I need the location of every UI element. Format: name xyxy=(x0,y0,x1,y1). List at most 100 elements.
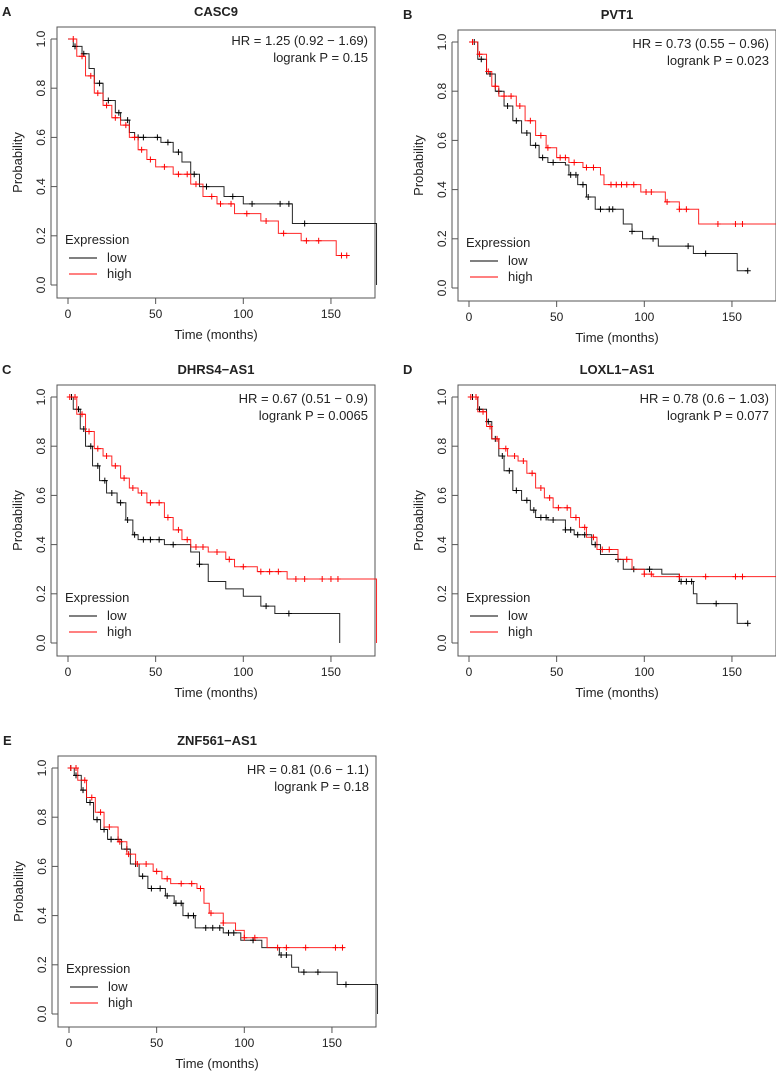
censor-mark-low xyxy=(513,117,520,124)
censor-mark-high xyxy=(739,573,746,580)
censor-mark-low xyxy=(301,220,308,227)
censor-mark-high xyxy=(94,445,101,452)
censor-mark-high xyxy=(138,146,145,153)
km-curve-low xyxy=(69,767,379,1014)
censor-mark-high xyxy=(79,411,86,418)
censor-mark-low xyxy=(190,912,197,919)
y-tick-label: 0.8 xyxy=(435,438,449,455)
censor-mark-low xyxy=(124,117,131,124)
censor-mark-high xyxy=(557,154,564,161)
x-tick-label: 0 xyxy=(466,310,473,324)
logrank-p: logrank P = 0.023 xyxy=(667,53,769,68)
censor-mark-low xyxy=(175,149,182,156)
censor-mark-high xyxy=(714,221,721,228)
x-axis-label: Time (months) xyxy=(575,330,658,345)
censor-mark-high xyxy=(116,838,123,845)
censor-mark-high xyxy=(537,132,544,139)
censor-mark-low xyxy=(744,620,751,627)
censor-mark-high xyxy=(683,206,690,213)
censor-mark-low xyxy=(539,154,546,161)
y-tick-label: 0.4 xyxy=(34,536,48,553)
censor-mark-high xyxy=(473,394,480,400)
censor-mark-low xyxy=(543,514,550,521)
censor-mark-low xyxy=(744,267,751,274)
y-axis-label: Probability xyxy=(411,490,426,551)
legend-item-low: low xyxy=(108,979,128,994)
y-tick-label: 0.0 xyxy=(435,634,449,651)
censor-mark-high xyxy=(544,144,551,151)
censor-mark-low xyxy=(713,600,720,607)
censor-mark-low xyxy=(87,443,94,450)
censor-mark-low xyxy=(683,578,690,585)
censor-mark-low xyxy=(609,206,616,213)
censor-mark-low xyxy=(96,80,103,87)
censor-mark-low xyxy=(597,206,604,213)
x-tick-label: 50 xyxy=(550,665,564,679)
censor-mark-low xyxy=(567,171,574,178)
y-tick-label: 0.2 xyxy=(435,585,449,602)
plot-frame xyxy=(457,384,776,657)
censor-mark-high xyxy=(283,944,290,951)
censor-mark-low xyxy=(579,181,586,188)
censor-mark-low xyxy=(140,134,147,141)
censor-mark-high xyxy=(648,571,655,578)
logrank-p: logrank P = 0.15 xyxy=(273,50,368,65)
panel-letter: D xyxy=(403,362,412,377)
censor-mark-high xyxy=(192,544,199,551)
x-tick-label: 50 xyxy=(149,665,163,679)
censor-mark-high xyxy=(121,475,128,482)
censor-mark-low xyxy=(147,536,154,543)
censor-mark-high xyxy=(301,576,308,583)
censor-mark-high xyxy=(153,868,160,875)
legend-item-high: high xyxy=(107,624,132,639)
panel-e: E ZNF561−AS1 0.0 0.2 0.4 0.6 0.8 1.0 Probability… xyxy=(3,733,379,1071)
censor-mark-low xyxy=(646,566,653,573)
censor-mark-high xyxy=(214,548,221,555)
y-axis-label: Probability xyxy=(11,861,26,922)
censor-mark-low xyxy=(115,109,122,116)
censor-mark-high xyxy=(590,534,597,541)
censor-mark-high xyxy=(129,485,136,492)
legend-item-low: low xyxy=(508,253,528,268)
x-tick-label: 150 xyxy=(321,665,341,679)
y-tick-label: 0.4 xyxy=(35,907,49,924)
y-tick-label: 0.6 xyxy=(435,132,449,149)
y-tick-label: 1.0 xyxy=(34,30,48,47)
censor-mark-high xyxy=(607,181,614,188)
panel-letter: C xyxy=(2,362,12,377)
chart-title: LOXL1−AS1 xyxy=(580,362,655,377)
censor-mark-low xyxy=(139,873,146,880)
censor-mark-high xyxy=(606,546,613,553)
censor-mark-high xyxy=(676,206,683,213)
censor-mark-high xyxy=(599,546,606,553)
censor-mark-low xyxy=(117,499,124,506)
censor-mark-high xyxy=(197,885,204,892)
censor-mark-low xyxy=(157,885,164,892)
censor-mark-high xyxy=(87,72,94,79)
x-tick-label: 0 xyxy=(65,665,72,679)
censor-mark-high xyxy=(613,181,620,188)
censor-mark-low xyxy=(278,951,285,958)
plot-frame xyxy=(56,26,376,299)
censor-mark-low xyxy=(172,900,179,907)
censor-mark-low xyxy=(585,193,592,200)
censor-mark-high xyxy=(516,102,523,109)
censor-mark-high xyxy=(240,563,247,570)
censor-mark-high xyxy=(138,489,145,496)
chart-title: CASC9 xyxy=(194,4,238,19)
censor-mark-low xyxy=(685,243,692,250)
panel-letter: E xyxy=(3,733,12,748)
censor-mark-high xyxy=(184,536,191,543)
censor-mark-high xyxy=(502,445,509,452)
censor-mark-high xyxy=(511,453,518,460)
censor-mark-low xyxy=(567,526,574,533)
hazard-ratio: HR = 0.81 (0.6 − 1.1) xyxy=(247,762,369,777)
x-tick-label: 0 xyxy=(66,1036,73,1050)
censor-mark-high xyxy=(161,163,168,170)
x-tick-label: 50 xyxy=(149,307,163,321)
censor-mark-high xyxy=(339,944,346,951)
censor-mark-low xyxy=(108,489,115,496)
censor-mark-low xyxy=(688,578,695,585)
censor-mark-high xyxy=(664,198,671,205)
